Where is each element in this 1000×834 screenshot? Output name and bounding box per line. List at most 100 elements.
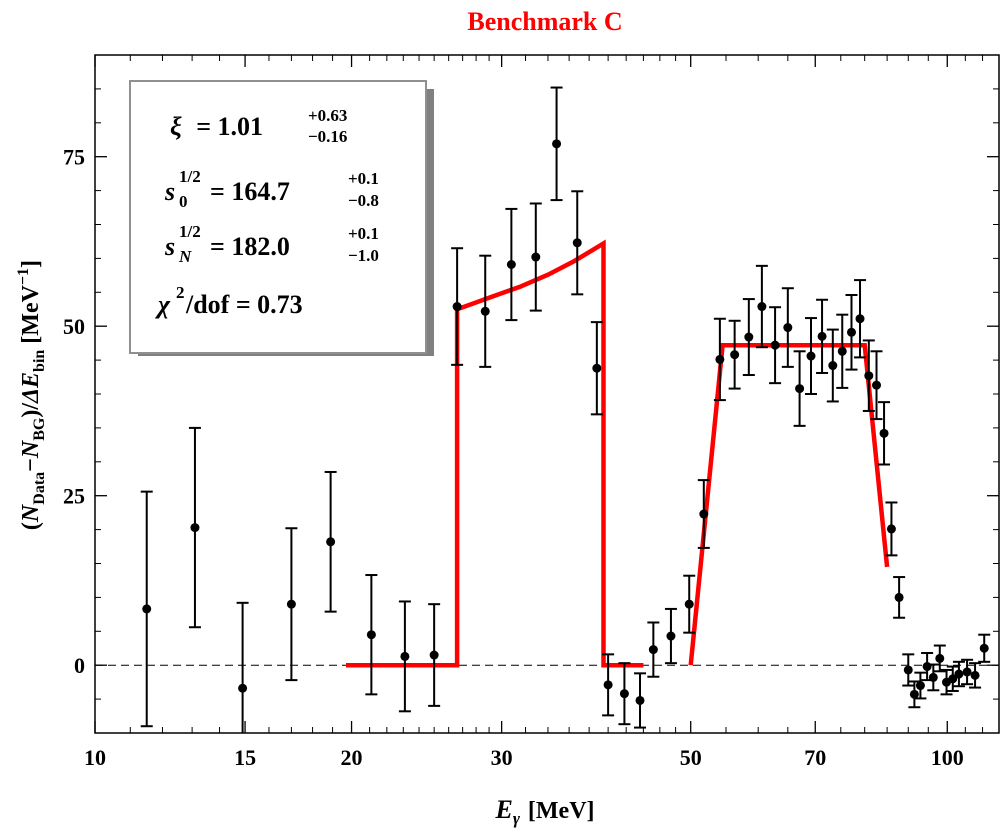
y-label-delta: Δ <box>18 388 44 404</box>
data-point-marker <box>744 332 754 342</box>
data-point-marker <box>828 361 838 371</box>
fit-chi-line: χ <box>155 290 171 319</box>
data-point-marker <box>855 314 865 324</box>
y-label-unit-sup: −1 <box>15 268 32 285</box>
data-point-marker <box>954 669 964 679</box>
data-point <box>647 621 660 678</box>
data-point-marker <box>864 371 874 381</box>
data-point-marker <box>286 599 296 609</box>
data-point-marker <box>846 327 856 337</box>
data-point-marker <box>684 599 694 609</box>
data-point <box>742 298 755 377</box>
data-point-marker <box>552 139 562 149</box>
fit-curve-segment <box>688 342 890 666</box>
fit-s0-value: = 164.7 <box>210 177 290 206</box>
data-point <box>683 574 696 634</box>
data-point <box>236 601 249 733</box>
data-point-marker <box>506 260 516 270</box>
x-axis-symbol: E <box>494 795 512 824</box>
y-label-n2: N <box>18 439 44 459</box>
data-point-marker <box>648 645 658 655</box>
fit-xi-value: = 1.01 <box>196 112 263 141</box>
fit-xi-plus: +0.63 <box>308 106 347 125</box>
fit-s0-sub: 0 <box>179 192 188 211</box>
fit-sN-sub: N <box>178 247 192 266</box>
data-point <box>590 321 603 416</box>
fit-s0-sup: 1/2 <box>179 167 201 186</box>
y-tick-label: 0 <box>74 653 85 678</box>
data-point <box>952 660 965 688</box>
data-point-marker <box>366 630 376 640</box>
data-point-marker <box>400 651 410 661</box>
fit-xi-minus: −0.16 <box>308 127 347 146</box>
data-point-marker <box>592 363 602 373</box>
data-point <box>634 672 647 729</box>
data-point <box>365 574 378 696</box>
data-point <box>728 319 741 390</box>
data-point <box>571 190 584 296</box>
fit-chi-symbol: χ <box>155 290 171 319</box>
fit-curve-segment <box>346 239 644 668</box>
fit-curve-group <box>346 239 890 668</box>
data-point <box>927 663 940 692</box>
data-point-marker <box>730 350 740 360</box>
fit-chi-value: /dof = 0.73 <box>185 290 303 319</box>
data-point-marker <box>979 643 989 653</box>
data-point <box>398 600 411 713</box>
y-label-n1: N <box>18 503 44 523</box>
y-tick-label: 75 <box>63 145 85 170</box>
x-axis-label: Eγ [MeV] <box>494 795 594 828</box>
data-point <box>845 294 858 371</box>
data-point <box>914 671 927 700</box>
fit-sN-sup: 1/2 <box>179 222 201 241</box>
fit-xi-symbol: ξ <box>170 112 182 141</box>
data-point <box>893 576 906 619</box>
data-point-marker <box>837 346 847 356</box>
data-point <box>697 479 710 549</box>
data-point-marker <box>970 670 980 680</box>
data-point-marker <box>429 650 439 660</box>
data-point <box>885 501 898 557</box>
x-tick-label: 10 <box>84 745 106 770</box>
x-axis-subscript: γ <box>513 809 521 828</box>
y-label-sub1: Data <box>31 472 48 505</box>
y-label-e: E <box>18 372 44 389</box>
data-point-marker <box>326 537 336 547</box>
data-point-marker <box>928 672 938 682</box>
x-tick-label: 100 <box>931 745 964 770</box>
data-point <box>664 607 677 665</box>
y-label-sub2: BG <box>31 417 48 441</box>
fit-xi-line: ξ = 1.01 <box>170 112 263 141</box>
data-point-marker <box>603 680 613 690</box>
data-point-marker <box>666 631 676 641</box>
data-point-marker <box>715 354 725 364</box>
data-point <box>836 313 849 389</box>
data-point <box>793 350 806 427</box>
data-point <box>978 633 991 663</box>
y-label-minus: − <box>18 458 44 472</box>
data-point <box>946 665 959 692</box>
fit-sN-value: = 182.0 <box>210 232 290 261</box>
data-point-marker <box>480 306 490 316</box>
data-point <box>479 254 492 368</box>
data-point-marker <box>190 523 200 533</box>
data-point <box>285 527 298 682</box>
data-point <box>933 644 946 673</box>
data-point-marker <box>909 689 919 699</box>
fit-sN-line: s <box>164 232 175 261</box>
data-point-marker <box>806 351 816 361</box>
x-tick-label: 70 <box>804 745 826 770</box>
data-point-marker <box>922 662 932 672</box>
data-point <box>826 328 839 403</box>
data-point-marker <box>757 302 767 312</box>
data-point <box>618 662 631 726</box>
data-point <box>854 279 867 359</box>
data-point-marker <box>783 323 793 333</box>
data-point <box>870 350 883 421</box>
y-tick-label: 25 <box>63 484 85 509</box>
data-point-marker <box>572 238 582 248</box>
data-point-marker <box>817 331 827 341</box>
data-point <box>908 680 921 709</box>
fit-s0-symbol: s <box>164 177 175 206</box>
